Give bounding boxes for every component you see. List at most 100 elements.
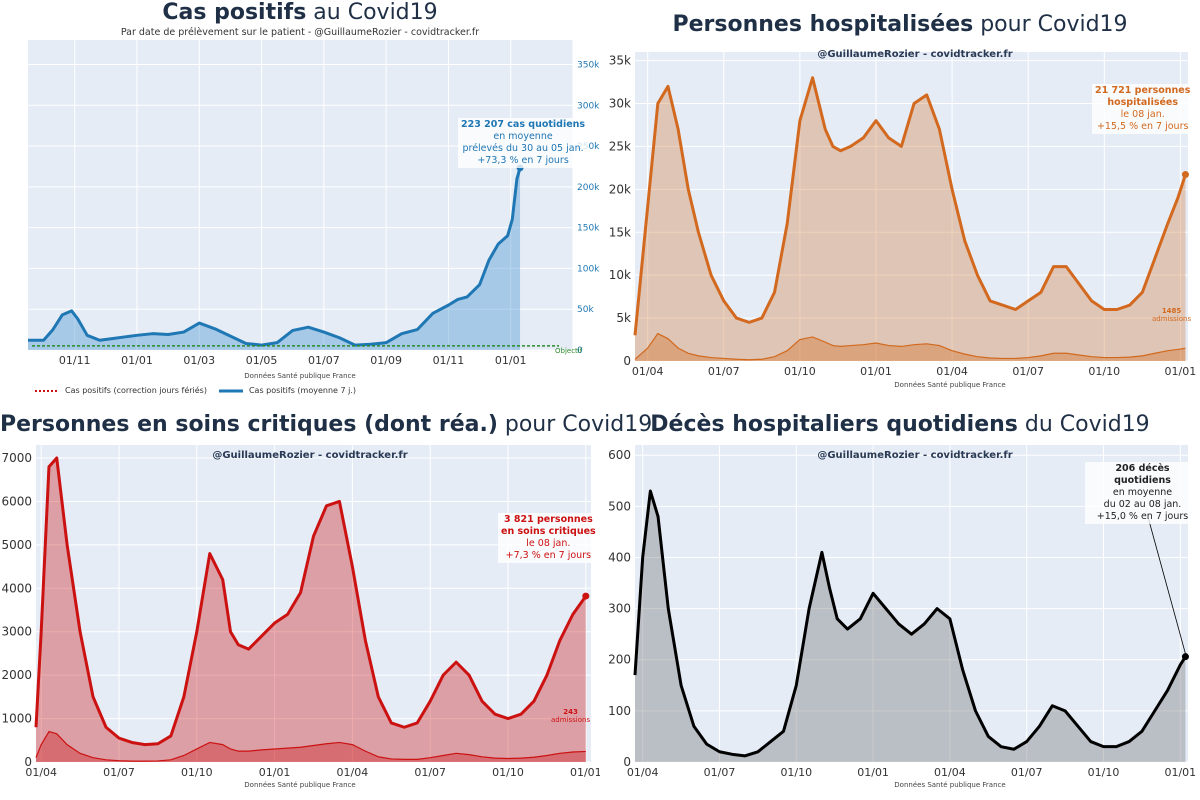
y-tick-label: 3000 — [1, 625, 32, 639]
admissions-area — [635, 333, 1186, 361]
plot-area — [36, 445, 591, 762]
x-tick-label: 01/04 — [25, 766, 57, 779]
y-tick-label: 1000 — [1, 712, 32, 726]
series-line — [28, 167, 522, 347]
chart-title-icu: Personnes en soins critiques (dont réa.)… — [0, 412, 653, 437]
y-tick-label: 15k — [609, 225, 631, 239]
panel-deaths: Décès hospitaliers quotidiens du Covid19… — [600, 400, 1200, 800]
y-tick-label: 200k — [577, 183, 600, 193]
y-tick-label: 5000 — [1, 538, 32, 552]
y-tick-label: 500 — [608, 499, 631, 513]
admissions-icu: 243 admissions — [551, 708, 591, 724]
y-tick-label: 400 — [608, 550, 631, 564]
y-tick-label: 20k — [609, 182, 631, 196]
x-tick-label: 01/10 — [784, 365, 816, 378]
y-tick-label: 0 — [623, 354, 631, 368]
x-tick-label: 01/10 — [492, 766, 524, 779]
y-tick-label: 250k — [577, 142, 600, 152]
admissions-hosp: 1485 admissions — [1152, 307, 1192, 323]
x-tick-label: 01/01 — [857, 766, 889, 779]
y-tick-label: 6000 — [1, 494, 32, 508]
x-tick-label: 01/07 — [708, 365, 740, 378]
x-tick-label: 01/01 — [1165, 365, 1197, 378]
annotation-cases: 223 207 cas quotidiens en moyenne prélev… — [458, 118, 589, 168]
panel-cases: Cas positifs au Covid19 Par date de prél… — [0, 0, 600, 400]
x-tick-label: 01/07 — [308, 354, 340, 367]
source-deaths: Données Santé publique France — [894, 781, 1006, 789]
legend-cases: Cas positifs (correction jours fériés) C… — [35, 386, 356, 395]
y-tick-label: 10k — [609, 268, 631, 282]
credit-hosp: @GuillaumeRozier - covidtracker.fr — [817, 49, 1013, 60]
x-tick-label: 01/10 — [181, 766, 213, 779]
series-line — [633, 76, 1187, 336]
annotation-deaths: 206 décès quotidiens en moyenne du 02 au… — [1085, 462, 1200, 524]
x-tick-label: 01/07 — [103, 766, 135, 779]
y-tick-label: 7000 — [1, 451, 32, 465]
panel-icu: Personnes en soins critiques (dont réa.)… — [0, 400, 653, 800]
last-point-marker — [1181, 171, 1189, 179]
plot-area — [28, 40, 573, 350]
source-cases: Données Santé publique France — [244, 372, 356, 380]
chart-cases: 0 50k 100k 150k 200k 250k 300k 350k 01/11 01/01 01… — [28, 40, 600, 367]
legend-solid-swatch — [218, 389, 243, 392]
y-tick-label: 35k — [609, 54, 631, 68]
x-tick-label: 01/01 — [1164, 766, 1196, 779]
chart-hosp: 0 5k 10k 15k 20k 25k 30k 35k 01/04 01/07 01/10 01/0… — [609, 52, 1197, 378]
series-line — [34, 456, 588, 747]
chart-subtitle-cases: Par date de prélèvement sur le patient -… — [120, 27, 480, 38]
y-tick-label: 30k — [609, 97, 631, 111]
y-tick-label: 300 — [608, 602, 631, 616]
x-tick-label: 01/07 — [1012, 365, 1044, 378]
y-tick-label: 600 — [608, 448, 631, 462]
chart-icu: 0 1000 2000 3000 4000 5000 6000 7000 01/04 01/07 0… — [1, 445, 600, 779]
legend-dashed-swatch — [35, 389, 59, 392]
objective-label: Objectif — [555, 347, 583, 355]
x-tick-label: 01/01 — [121, 354, 153, 367]
panel-hosp: Personnes hospitalisées pour Covid19 0 5k… — [600, 0, 1200, 400]
y-tick-label: 5k — [616, 311, 631, 325]
admissions-line — [35, 730, 586, 762]
x-tick-label: 01/07 — [704, 766, 736, 779]
admissions-area — [36, 731, 586, 762]
x-tick-label: 01/04 — [934, 766, 966, 779]
x-tick-label: 01/11 — [433, 354, 465, 367]
x-tick-label: 01/01 — [570, 766, 600, 779]
y-tick-label: 50k — [577, 305, 594, 315]
y-tick-label: 4000 — [1, 581, 32, 595]
x-tick-label: 01/01 — [495, 354, 527, 367]
y-tick-label: 0 — [577, 346, 583, 356]
series-area — [635, 77, 1186, 361]
x-tick-label: 01/11 — [59, 354, 91, 367]
credit-icu: @GuillaumeRozier - covidtracker.fr — [212, 450, 408, 461]
y-tick-label: 0 — [24, 755, 32, 769]
x-tick-label: 01/04 — [632, 365, 664, 378]
legend-dashed-label: Cas positifs (correction jours fériés) — [65, 386, 207, 395]
series-line — [633, 489, 1187, 758]
y-tick-label: 25k — [609, 139, 631, 153]
x-tick-label: 01/05 — [246, 354, 278, 367]
source-icu: Données Santé publique France — [244, 781, 356, 789]
y-tick-label: 100 — [608, 704, 631, 718]
x-tick-label: 01/10 — [1088, 365, 1120, 378]
annotation-pointer — [1147, 516, 1186, 654]
series-area — [28, 167, 521, 350]
y-tick-label: 300k — [577, 101, 600, 111]
y-tick-label: 0 — [623, 755, 631, 769]
y-tick-label: 2000 — [1, 668, 32, 682]
source-hosp: Données Santé publique France — [894, 381, 1006, 389]
annotation-hosp: 21 721 personnes hospitalisées le 08 jan… — [1092, 84, 1194, 134]
y-tick-label: 100k — [577, 264, 600, 274]
legend-solid-label: Cas positifs (moyenne 7 j.) — [248, 386, 357, 395]
x-tick-label: 01/07 — [1011, 766, 1043, 779]
y-tick-label: 350k — [577, 60, 600, 70]
y-tick-label: 150k — [577, 224, 600, 234]
x-tick-label: 01/01 — [259, 766, 291, 779]
last-point-marker — [582, 592, 590, 600]
credit-deaths: @GuillaumeRozier - covidtracker.fr — [817, 450, 1013, 461]
annotation-icu: 3 821 personnes en soins critiques le 08… — [498, 513, 599, 563]
admissions-line — [634, 332, 1186, 361]
chart-title-deaths: Décès hospitaliers quotidiens du Covid19 — [650, 412, 1150, 437]
chart-title-cases: Cas positifs au Covid19 — [162, 0, 438, 25]
x-tick-label: 01/04 — [627, 766, 659, 779]
y-tick-label: 200 — [608, 653, 631, 667]
